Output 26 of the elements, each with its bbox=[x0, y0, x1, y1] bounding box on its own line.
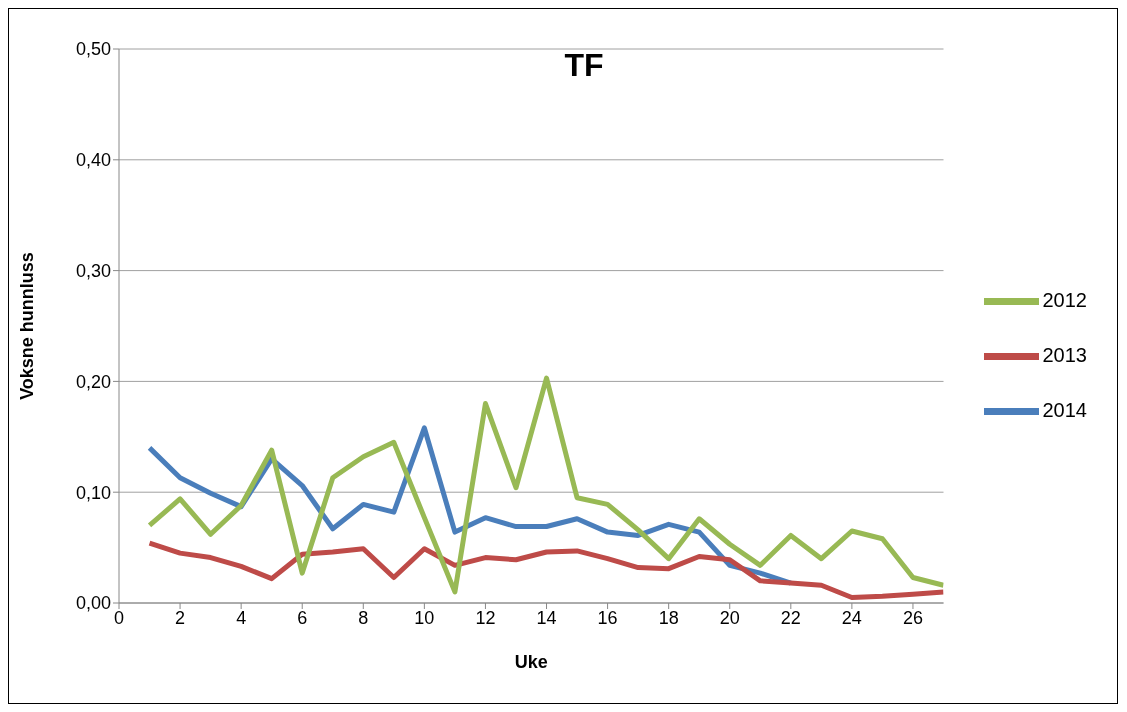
x-tick-label: 2 bbox=[175, 607, 186, 628]
y-axis-title: Voksne hunnluss bbox=[17, 252, 38, 400]
y-tick-label: 0,40 bbox=[75, 150, 111, 171]
legend-label: 2014 bbox=[1042, 398, 1087, 421]
x-axis-title: Uke bbox=[514, 652, 548, 672]
x-tick-label: 26 bbox=[902, 607, 923, 628]
y-tick-label: 0,10 bbox=[75, 482, 111, 503]
y-tick-label: 0,00 bbox=[75, 593, 111, 614]
x-tick-label: 4 bbox=[236, 607, 247, 628]
y-tick-label: 0,50 bbox=[75, 39, 111, 60]
legend-label: 2013 bbox=[1042, 343, 1087, 366]
x-tick-label: 16 bbox=[597, 607, 618, 628]
x-tick-label: 12 bbox=[475, 607, 496, 628]
x-tick-label: 22 bbox=[780, 607, 801, 628]
chart-title: TF bbox=[563, 47, 605, 84]
x-tick-label: 14 bbox=[536, 607, 557, 628]
y-tick-label: 0,30 bbox=[75, 260, 111, 281]
legend-label: 2012 bbox=[1042, 288, 1087, 311]
x-tick-label: 6 bbox=[297, 607, 308, 628]
y-tick-label: 0,20 bbox=[75, 371, 111, 392]
x-tick-label: 8 bbox=[358, 607, 369, 628]
x-tick-label: 10 bbox=[414, 607, 435, 628]
x-tick-label: 0 bbox=[113, 607, 125, 628]
x-tick-label: 24 bbox=[841, 607, 862, 628]
x-tick-label: 20 bbox=[719, 607, 740, 628]
x-tick-label: 18 bbox=[658, 607, 679, 628]
